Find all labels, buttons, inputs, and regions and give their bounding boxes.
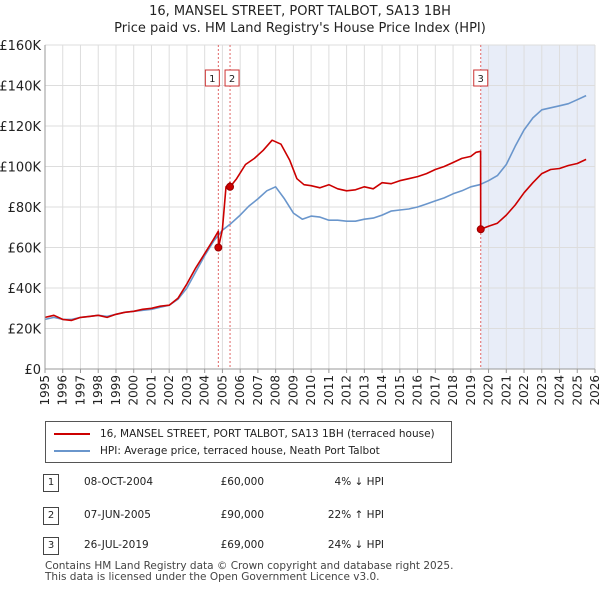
x-tick-label: 2017: [428, 375, 442, 406]
sale-badge: 3: [43, 537, 59, 555]
legend-swatch-hpi: [54, 450, 90, 452]
y-tick-label: £120K: [0, 120, 41, 135]
x-tick-label: 2021: [499, 375, 513, 406]
x-tick-label: 2002: [162, 375, 176, 406]
sale-point: [476, 225, 485, 234]
legend-label-hpi: HPI: Average price, terraced house, Neat…: [100, 445, 380, 457]
footer: Contains HM Land Registry data © Crown c…: [45, 561, 453, 583]
x-tick-label: 2006: [233, 375, 247, 406]
y-tick-label: £40K: [8, 282, 42, 297]
legend-item-property: 16, MANSEL STREET, PORT TALBOT, SA13 1BH…: [54, 428, 435, 440]
x-tick-label: 2023: [535, 375, 549, 406]
x-tick-label: 1995: [38, 375, 52, 406]
sale-hpi-diff: 4% ↓ HPI: [334, 476, 384, 488]
y-tick-label: £20K: [8, 323, 42, 338]
sale-point: [214, 243, 223, 252]
series-line-property: [44, 139, 587, 322]
x-tick-label: 2005: [215, 375, 229, 406]
chart-title: 16, MANSEL STREET, PORT TALBOT, SA13 1BH: [149, 4, 451, 19]
x-tick-label: 2007: [251, 375, 265, 406]
sale-badge-label: 3: [478, 74, 484, 85]
sale-hpi-diff: 24% ↓ HPI: [327, 539, 384, 551]
chart-area: 1 2 3 £0 £20K £40K £60K £80K £100K £120K £140K £160…: [0, 39, 600, 406]
x-tick-label: 2012: [340, 375, 354, 406]
x-tick-label: 2016: [411, 375, 425, 406]
x-tick-label: 2018: [446, 375, 460, 406]
x-tick-label: 1997: [73, 375, 87, 406]
sale-badge: 2: [43, 507, 59, 525]
sale-point: [226, 182, 235, 191]
legend-swatch-property: [54, 433, 90, 435]
sale-row: 1 08-OCT-2004 £60,000 4% ↓ HPI: [40, 474, 440, 492]
sale-badge-box: [204, 69, 220, 87]
x-tick-label: 2010: [304, 375, 318, 406]
chart-subtitle: Price paid vs. HM Land Registry's House …: [114, 21, 486, 36]
x-tick-label: 2009: [286, 375, 300, 406]
x-tick-label: 2024: [553, 375, 567, 406]
x-tick-label: 2000: [127, 375, 141, 406]
sale-row: 3 26-JUL-2019 £69,000 24% ↓ HPI: [40, 537, 440, 555]
x-tick-label: 2026: [588, 375, 600, 406]
x-tick-label: 1999: [109, 375, 123, 406]
sale-price: £69,000: [220, 539, 264, 551]
sale-badge: 1: [43, 474, 59, 492]
sale-date: 26-JUL-2019: [84, 539, 149, 551]
y-tick-label: £140K: [0, 80, 41, 95]
x-tick-label: 2011: [322, 375, 336, 406]
y-tick-label: £160K: [0, 39, 41, 54]
x-tick-label: 2019: [464, 375, 478, 406]
sale-price: £90,000: [220, 509, 264, 521]
x-tick-label: 2001: [144, 375, 158, 406]
sale-badge-label: 1: [209, 74, 215, 85]
x-tick-label: 2015: [393, 375, 407, 406]
sale-date: 07-JUN-2005: [84, 509, 151, 521]
y-tick-label: £0: [24, 363, 41, 378]
sale-hpi-diff: 22% ↑ HPI: [327, 509, 384, 521]
sale-price: £60,000: [220, 476, 264, 488]
x-tick-label: 2004: [198, 375, 212, 406]
sale-badge-label: 2: [229, 74, 235, 85]
x-tick-label: 2020: [482, 375, 496, 406]
x-tick-label: 2003: [180, 375, 194, 406]
x-tick-label: 1998: [91, 375, 105, 406]
x-tick-label: 1996: [56, 375, 70, 406]
x-tick-label: 2014: [375, 375, 389, 406]
y-tick-label: £100K: [0, 161, 41, 176]
x-tick-label: 2022: [517, 375, 531, 406]
sale-badge-box: [473, 69, 489, 87]
x-tick-label: 2013: [357, 375, 371, 406]
x-tick-label: 2025: [570, 375, 584, 406]
sale-date: 08-OCT-2004: [84, 476, 153, 488]
footer-copyright: Contains HM Land Registry data © Crown c…: [45, 560, 454, 572]
legend: 16, MANSEL STREET, PORT TALBOT, SA13 1BH…: [45, 421, 452, 463]
y-tick-label: £80K: [8, 201, 42, 216]
footer-license: This data is licensed under the Open Gov…: [45, 571, 380, 583]
x-tick-label: 2008: [269, 375, 283, 406]
sale-badge-box: [224, 69, 240, 87]
y-tick-label: £60K: [8, 242, 42, 257]
legend-item-hpi: HPI: Average price, terraced house, Neat…: [54, 445, 380, 457]
sale-row: 2 07-JUN-2005 £90,000 22% ↑ HPI: [40, 507, 440, 525]
legend-label-property: 16, MANSEL STREET, PORT TALBOT, SA13 1BH…: [100, 428, 435, 440]
